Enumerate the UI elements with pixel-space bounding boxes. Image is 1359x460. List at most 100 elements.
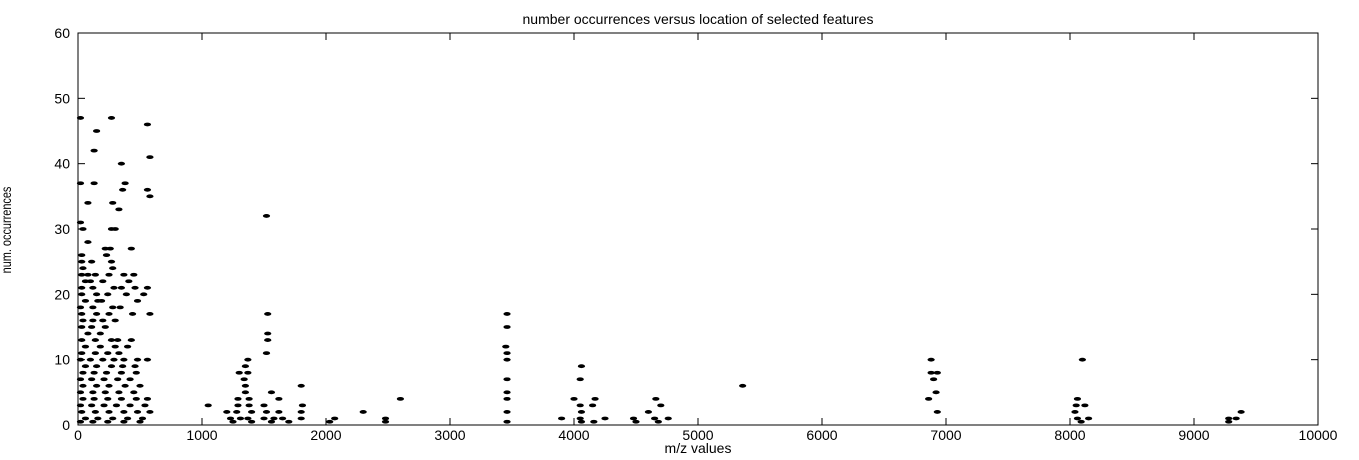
data-point <box>136 419 144 424</box>
data-point <box>107 259 116 264</box>
data-point <box>111 318 119 323</box>
data-point <box>109 266 117 271</box>
data-point <box>260 403 268 408</box>
data-point <box>78 325 86 329</box>
data-point <box>141 403 149 408</box>
data-point <box>298 403 307 408</box>
data-point <box>90 370 98 375</box>
x-tick-label: 4000 <box>558 427 589 443</box>
data-point <box>105 383 113 388</box>
data-point <box>94 416 102 421</box>
data-point <box>275 410 283 414</box>
data-point <box>96 344 104 349</box>
data-point <box>90 181 98 186</box>
data-point <box>76 220 85 225</box>
data-point <box>106 246 114 251</box>
data-point <box>234 396 242 401</box>
data-point <box>236 416 245 421</box>
data-point <box>126 403 134 408</box>
data-point <box>127 246 135 251</box>
data-point <box>111 227 119 231</box>
y-tick-label: 30 <box>54 221 70 237</box>
data-point <box>262 351 271 356</box>
data-point <box>933 370 941 375</box>
data-point <box>119 364 127 369</box>
x-tick-label: 0 <box>74 427 82 443</box>
data-point <box>121 181 129 186</box>
data-point <box>78 285 86 290</box>
data-point <box>503 325 511 329</box>
data-point <box>88 259 96 264</box>
data-point <box>101 390 109 395</box>
data-point <box>100 377 108 382</box>
data-point <box>132 396 140 401</box>
data-point <box>84 200 92 205</box>
plot-frame <box>77 32 1319 426</box>
data-point <box>128 312 137 316</box>
data-point <box>99 318 107 323</box>
data-point <box>111 344 119 349</box>
data-point <box>79 318 87 323</box>
data-point <box>601 416 609 421</box>
y-tick-label: 10 <box>54 352 70 368</box>
data-point <box>1225 416 1233 421</box>
data-point <box>101 325 109 329</box>
data-point <box>503 390 511 395</box>
data-point <box>331 416 339 421</box>
data-point <box>99 357 107 362</box>
data-point <box>119 187 127 192</box>
data-point <box>143 122 152 127</box>
data-point <box>140 292 148 297</box>
data-point <box>76 357 85 362</box>
data-point <box>107 364 116 369</box>
data-point <box>117 370 125 375</box>
data-point <box>264 331 272 336</box>
data-point <box>577 410 586 414</box>
data-point <box>89 390 97 395</box>
data-point <box>115 207 123 212</box>
data-point <box>1232 416 1240 421</box>
data-point <box>91 272 99 277</box>
data-point <box>240 377 248 382</box>
data-point <box>107 338 116 342</box>
data-point <box>93 383 101 388</box>
data-point <box>589 403 597 408</box>
data-point <box>262 410 271 414</box>
data-point <box>76 419 85 424</box>
data-point <box>381 419 390 424</box>
data-point <box>267 390 276 395</box>
data-point <box>76 305 85 310</box>
data-point <box>76 181 85 186</box>
data-point <box>89 318 97 323</box>
data-point <box>1073 416 1082 421</box>
data-point <box>133 357 142 362</box>
data-point <box>88 325 96 329</box>
data-point <box>241 383 249 388</box>
data-point <box>927 357 935 362</box>
data-point <box>143 396 152 401</box>
data-point <box>105 312 113 316</box>
data-point <box>223 410 231 414</box>
data-point <box>104 351 112 356</box>
data-point <box>503 410 511 414</box>
data-point <box>590 419 598 424</box>
data-point <box>79 396 87 401</box>
x-tick-label: 6000 <box>806 427 837 443</box>
data-point <box>81 416 90 421</box>
data-point <box>136 383 144 388</box>
data-point <box>120 410 128 414</box>
data-point <box>104 419 112 424</box>
data-point <box>1225 419 1233 424</box>
data-point <box>245 396 253 401</box>
x-tick-label: 5000 <box>682 427 713 443</box>
data-point <box>124 416 132 421</box>
data-point <box>89 419 97 424</box>
data-point <box>84 272 92 277</box>
data-point <box>932 390 940 395</box>
x-tick-label: 1000 <box>186 427 217 443</box>
data-point <box>115 351 123 356</box>
y-tick-label: 50 <box>54 90 70 106</box>
data-point <box>229 419 237 424</box>
data-point <box>248 419 256 424</box>
